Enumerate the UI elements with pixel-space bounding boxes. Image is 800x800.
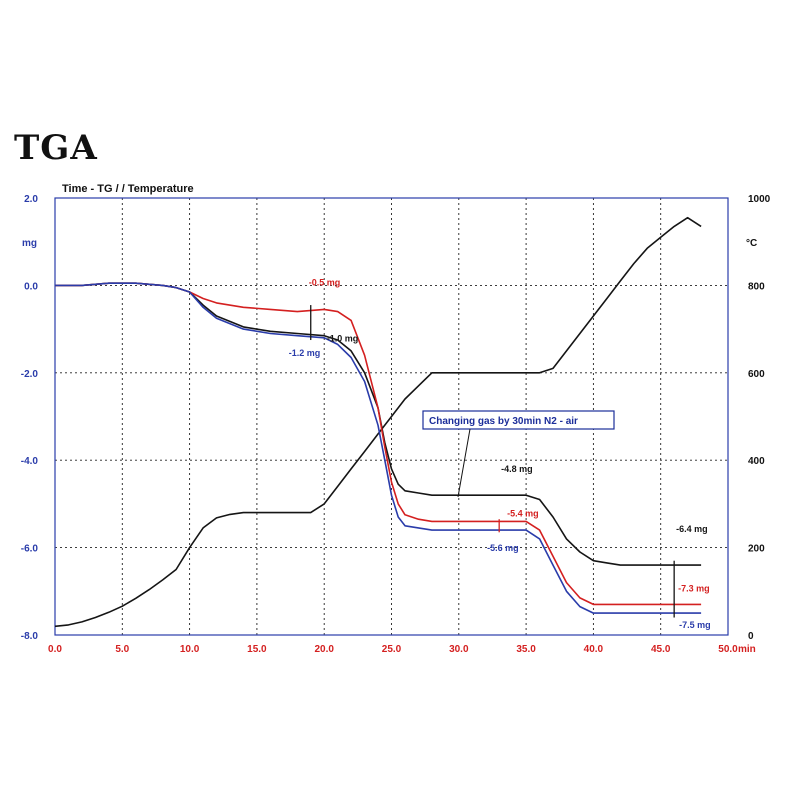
annotation-label: -1.0 mg [327, 333, 359, 343]
y-left-tick-label: 2.0 [24, 194, 38, 205]
y-left-tick-label: -6.0 [21, 544, 39, 555]
x-tick-label: 15.0 [247, 644, 267, 655]
annotation-label: -6.4 mg [676, 524, 708, 534]
x-tick-label: 10.0 [180, 644, 200, 655]
plot-frame [54, 197, 729, 636]
callout-box: Changing gas by 30min N2 - air [422, 410, 615, 498]
y-right-tick-label: 800 [748, 281, 765, 292]
annotation-label: -5.6 mg [487, 543, 519, 553]
annotation-label: -7.3 mg [678, 583, 710, 593]
temperature-line [54, 216, 702, 628]
x-axis-unit: min [738, 644, 756, 655]
grid-lines [55, 198, 728, 635]
y-right-tick-label: 1000 [748, 194, 771, 205]
y-right-unit: °C [746, 238, 757, 249]
x-tick-label: 30.0 [449, 644, 469, 655]
annotation-label: -5.4 mg [507, 508, 539, 518]
y-left-tick-label: 0.0 [24, 281, 38, 292]
axis-ticks: 0.0 5.0 10.0 15.0 20.0 25.0 30.0 35.0 40.0 45.0 50… [21, 194, 771, 655]
annotation-label: -7.5 mg [679, 620, 711, 630]
mass-line-3 [55, 282, 702, 614]
x-tick-label: 5.0 [115, 644, 129, 655]
y-right-tick-label: 200 [748, 544, 765, 555]
x-tick-label: 20.0 [314, 644, 334, 655]
annotation-labels: -0.5 mg -1.0 mg -1.2 mg -4.8 mg -5.4 mg -5.6 … [289, 277, 711, 630]
x-tick-label: 40.0 [584, 644, 604, 655]
callout-text: Changing gas by 30min N2 - air [429, 416, 578, 427]
chart-subtitle: Time - TG / / Temperature [62, 183, 194, 195]
y-right-tick-label: 400 [748, 456, 765, 467]
y-left-tick-label: -8.0 [21, 631, 39, 642]
y-left-unit: mg [22, 238, 37, 249]
x-tick-label: 25.0 [382, 644, 402, 655]
measurement-markers [310, 305, 675, 618]
annotation-label: -4.8 mg [501, 464, 533, 474]
x-tick-label: 45.0 [651, 644, 671, 655]
x-tick-label: 0.0 [48, 644, 62, 655]
y-left-tick-label: -4.0 [21, 456, 39, 467]
y-right-tick-label: 600 [748, 369, 765, 380]
annotation-label: -0.5 mg [309, 277, 341, 287]
page-title: TGA [14, 128, 98, 168]
y-right-tick-label: 0 [748, 631, 754, 642]
y-left-tick-label: -2.0 [21, 369, 39, 380]
x-tick-label: 35.0 [516, 644, 536, 655]
mass-line-2 [55, 282, 702, 606]
annotation-label: -1.2 mg [289, 348, 321, 358]
x-tick-label: 50.0 [718, 644, 738, 655]
series-lines [54, 216, 702, 628]
